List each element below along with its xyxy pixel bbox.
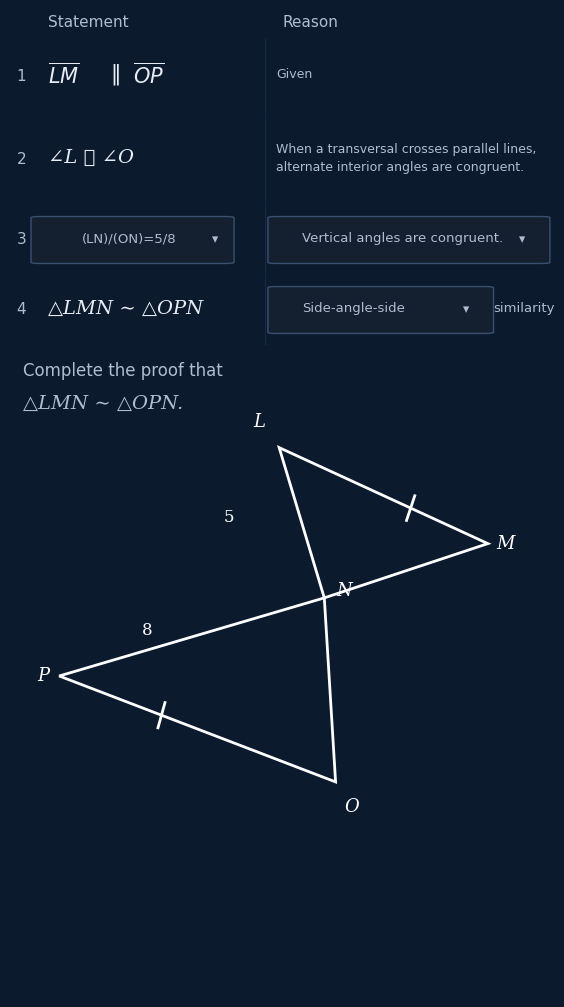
Text: 4: 4 <box>16 302 27 317</box>
Text: ∠L ≅ ∠O: ∠L ≅ ∠O <box>48 149 134 167</box>
Text: $\overline{LM}$: $\overline{LM}$ <box>48 62 80 88</box>
Text: L: L <box>253 413 265 431</box>
Text: Complete the proof that: Complete the proof that <box>23 362 222 380</box>
Text: Statement: Statement <box>48 14 129 29</box>
Text: (LN)/(ON)=5/8: (LN)/(ON)=5/8 <box>82 232 177 245</box>
Text: similarity: similarity <box>494 302 555 315</box>
Text: △LMN ∼ △OPN: △LMN ∼ △OPN <box>48 300 203 317</box>
Text: M: M <box>496 535 515 553</box>
Text: $\|$: $\|$ <box>110 62 120 88</box>
Text: △LMN ∼ △OPN.: △LMN ∼ △OPN. <box>23 395 183 413</box>
Text: When a transversal crosses parallel lines,
alternate interior angles are congrue: When a transversal crosses parallel line… <box>276 143 537 173</box>
Text: Side-angle-side: Side-angle-side <box>302 302 404 315</box>
Text: O: O <box>344 799 359 817</box>
Text: ▾: ▾ <box>212 234 218 247</box>
Text: Vertical angles are congruent.: Vertical angles are congruent. <box>302 232 503 245</box>
Text: ▾: ▾ <box>519 234 525 247</box>
FancyBboxPatch shape <box>268 217 550 264</box>
Text: 8: 8 <box>142 622 152 639</box>
FancyBboxPatch shape <box>268 287 494 333</box>
Text: Reason: Reason <box>282 14 338 29</box>
Text: 2: 2 <box>16 152 27 167</box>
Text: $\overline{OP}$: $\overline{OP}$ <box>133 62 164 88</box>
Text: 5: 5 <box>223 509 234 526</box>
FancyBboxPatch shape <box>31 217 234 264</box>
Text: P: P <box>37 667 49 685</box>
Text: 3: 3 <box>16 233 27 248</box>
Text: N: N <box>337 582 352 600</box>
Text: 1: 1 <box>16 69 27 84</box>
Text: ▾: ▾ <box>462 303 469 316</box>
Text: Given: Given <box>276 68 312 82</box>
